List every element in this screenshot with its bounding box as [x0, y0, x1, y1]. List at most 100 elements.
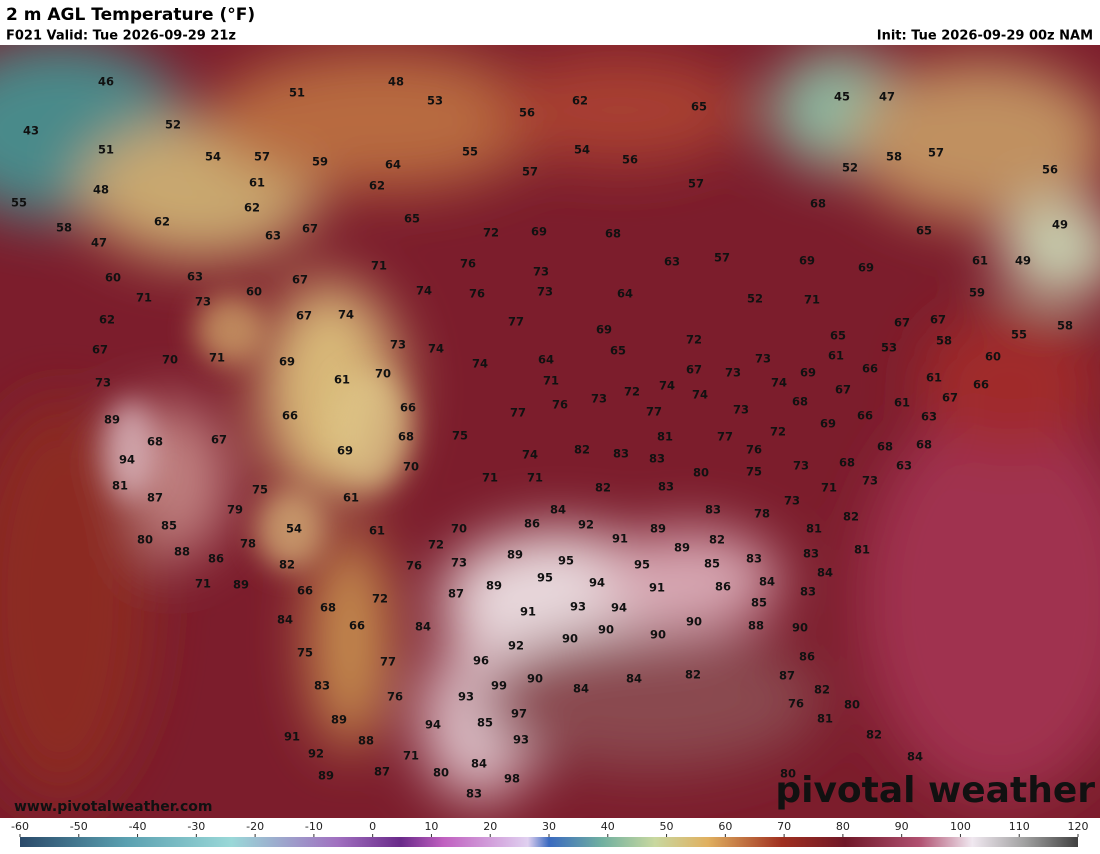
- temp-label: 64: [617, 287, 633, 301]
- temp-label: 43: [23, 124, 39, 138]
- colorbar-tick-label: -20: [246, 820, 264, 833]
- temp-label: 56: [1042, 163, 1058, 177]
- temp-label: 56: [622, 153, 638, 167]
- temp-label: 61: [894, 396, 910, 410]
- temp-label: 91: [284, 730, 300, 744]
- temp-label: 76: [469, 287, 485, 301]
- temp-label: 82: [574, 443, 590, 457]
- temp-label: 89: [233, 578, 249, 592]
- temp-label: 82: [279, 558, 295, 572]
- temp-label: 61: [334, 373, 350, 387]
- temp-label: 82: [814, 683, 830, 697]
- temp-label: 51: [98, 143, 114, 157]
- colorbar-tick-label: 90: [895, 820, 909, 833]
- temp-label: 72: [624, 385, 640, 399]
- colorbar-ticks: -60 -50 -40 -30 -20 -10 0 10 20 30 40 50 60 70 80 90 100…: [11, 820, 1089, 837]
- temp-label: 82: [866, 728, 882, 742]
- temp-label: 63: [265, 229, 281, 243]
- temp-label: 68: [916, 438, 932, 452]
- temp-label: 81: [854, 543, 870, 557]
- temp-label: 74: [771, 376, 787, 390]
- colorbar-tick-label: 60: [718, 820, 732, 833]
- temp-label: 72: [483, 226, 499, 240]
- temp-label: 94: [119, 453, 135, 467]
- temp-label: 73: [533, 265, 549, 279]
- temp-label: 70: [403, 460, 419, 474]
- temperature-labels: 46 51 48 53 56 62 65 45 47 43 52 51 54 57 59 64 55 54 56 58…: [11, 75, 1073, 801]
- temp-label: 85: [477, 716, 493, 730]
- temp-label: 80: [433, 766, 449, 780]
- temp-label: 53: [427, 94, 443, 108]
- temp-label: 71: [543, 374, 559, 388]
- colorbar-tick-label: 100: [950, 820, 971, 833]
- temp-label: 73: [390, 338, 406, 352]
- temp-label: 73: [733, 403, 749, 417]
- temp-label: 93: [570, 600, 586, 614]
- temp-label: 47: [879, 90, 895, 104]
- temp-label: 80: [780, 767, 796, 781]
- temp-label: 82: [685, 668, 701, 682]
- temp-label: 76: [746, 443, 762, 457]
- temp-label: 79: [227, 503, 243, 517]
- temp-label: 73: [725, 366, 741, 380]
- temp-label: 74: [428, 342, 444, 356]
- temp-label: 72: [372, 592, 388, 606]
- temp-label: 69: [596, 323, 612, 337]
- temp-label: 66: [400, 401, 416, 415]
- temp-label: 90: [792, 621, 808, 635]
- temp-label: 89: [507, 548, 523, 562]
- temp-label: 54: [286, 522, 302, 536]
- temp-label: 90: [562, 632, 578, 646]
- temp-label: 81: [806, 522, 822, 536]
- temp-label: 65: [830, 329, 846, 343]
- temp-label: 45: [834, 90, 850, 104]
- colorbar-tick-label: 0: [369, 820, 376, 833]
- temp-label: 71: [482, 471, 498, 485]
- url: www.pivotalweather.com: [14, 799, 213, 815]
- temp-label: 47: [91, 236, 107, 250]
- temp-label: 65: [404, 212, 420, 226]
- colorbar-tick-label: 80: [836, 820, 850, 833]
- colorbar-tick-label: -40: [129, 820, 147, 833]
- temp-label: 71: [136, 291, 152, 305]
- temp-label: 73: [451, 556, 467, 570]
- temp-label: 93: [513, 733, 529, 747]
- temp-label: 70: [375, 367, 391, 381]
- temp-label: 69: [279, 355, 295, 369]
- temp-label: 90: [686, 615, 702, 629]
- temp-label: 67: [835, 383, 851, 397]
- colorbar-tick-label: -30: [187, 820, 205, 833]
- temp-label: 87: [779, 669, 795, 683]
- temp-label: 96: [473, 654, 489, 668]
- temp-label: 91: [612, 532, 628, 546]
- temp-label: 57: [714, 251, 730, 265]
- map: [0, 40, 1100, 818]
- temp-label: 87: [147, 491, 163, 505]
- valid-time: F021 Valid: Tue 2026-09-29 21z: [6, 29, 236, 44]
- temp-label: 61: [249, 176, 265, 190]
- temp-label: 84: [759, 575, 775, 589]
- temp-label: 62: [154, 215, 170, 229]
- temp-label: 84: [626, 672, 642, 686]
- temp-label: 71: [209, 351, 225, 365]
- temp-label: 67: [686, 363, 702, 377]
- temp-label: 60: [246, 285, 262, 299]
- temp-label: 62: [244, 201, 260, 215]
- temp-label: 54: [205, 150, 221, 164]
- temp-label: 48: [93, 183, 109, 197]
- temp-label: 90: [527, 672, 543, 686]
- temp-label: 66: [862, 362, 878, 376]
- temp-label: 71: [195, 577, 211, 591]
- temp-label: 70: [451, 522, 467, 536]
- temp-label: 71: [371, 259, 387, 273]
- temp-label: 75: [452, 429, 468, 443]
- temp-label: 80: [137, 533, 153, 547]
- temp-label: 74: [692, 388, 708, 402]
- temp-label: 60: [105, 271, 121, 285]
- temp-label: 49: [1015, 254, 1031, 268]
- temp-label: 98: [504, 772, 520, 786]
- temp-label: 61: [926, 371, 942, 385]
- temp-label: 69: [800, 366, 816, 380]
- temp-label: 54: [574, 143, 590, 157]
